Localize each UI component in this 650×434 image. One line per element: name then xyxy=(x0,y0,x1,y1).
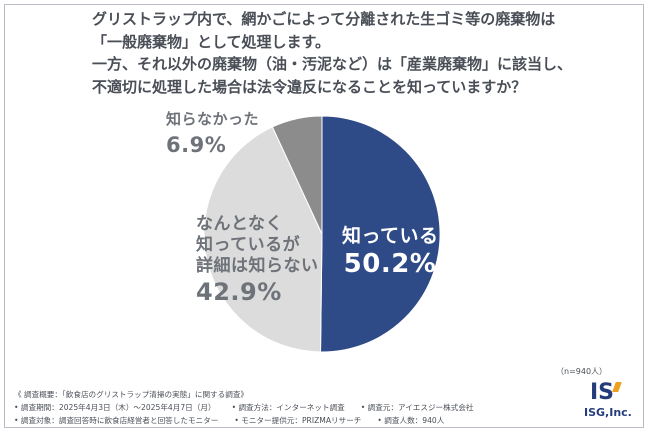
survey-question: グリストラップ内で、網かごによって分離された生ゴミ等の廃棄物は 「一般廃棄物」と… xyxy=(92,8,592,98)
slice-category-unknown: 知らなかった xyxy=(166,110,260,128)
slice-category-vague-1: なんとなく xyxy=(196,214,283,234)
question-line-2: 「一般廃棄物」として処理します。 xyxy=(92,32,331,51)
logo-text: ISG,Inc. xyxy=(584,406,632,419)
survey-source: • 調査元：アイエスジー株式会社 xyxy=(360,403,474,412)
slice-value-known: 50.2% xyxy=(343,249,437,279)
slice-label-vague: なんとなく 知っているが 詳細は知らない 42.9% xyxy=(196,214,319,305)
survey-count: • 調査人数：940人 xyxy=(377,416,445,425)
survey-target: • 調査対象：調査回答時に飲食店経営者と回答したモニター xyxy=(14,416,219,425)
company-logo: IS ISG,Inc. xyxy=(584,380,634,424)
pie-slice-2 xyxy=(271,115,323,235)
content-frame xyxy=(4,4,644,428)
slice-label-unknown: 知らなかった 6.9% xyxy=(166,109,259,158)
slice-category-known: 知っている xyxy=(342,225,439,247)
slice-label-known: 知っている 50.2% xyxy=(342,225,439,280)
survey-overview: 《 調査概要：「飲食店のグリストラップ清掃の実態」に関する調査》 • 調査期間：… xyxy=(14,388,574,427)
question-line-1: グリストラップ内で、網かごによって分離された生ゴミ等の廃棄物は xyxy=(92,10,556,28)
overview-row-1: • 調査期間：2025年4月3日（木）～2025年4月7日（月） • 調査方法：… xyxy=(14,401,574,414)
question-line-4: 不適切に処理した場合は法令違反になることを知っていますか？ xyxy=(92,77,527,96)
overview-row-2: • 調査対象：調査回答時に飲食店経営者と回答したモニター • モニター提供元：P… xyxy=(14,414,574,427)
survey-period: • 調査期間：2025年4月3日（木）～2025年4月7日（月） xyxy=(14,403,216,412)
survey-method: • 調査方法：インターネット調査 xyxy=(231,403,345,412)
monitor-provider: • モニター提供元：PRIZMAリサーチ xyxy=(234,416,362,425)
logo-mark: IS xyxy=(590,380,615,405)
overview-title: 《 調査概要：「飲食店のグリストラップ清掃の実態」に関する調査》 xyxy=(14,390,249,399)
pie-slice-1 xyxy=(203,126,323,353)
slice-value-unknown: 6.9% xyxy=(166,133,227,157)
slice-category-vague-3: 詳細は知らない xyxy=(196,256,319,276)
slice-value-vague: 42.9% xyxy=(196,278,282,306)
slice-category-vague-2: 知っているが xyxy=(196,235,301,255)
pie-slice-0 xyxy=(320,115,441,353)
question-line-3: 一方、それ以外の廃棄物（油・汚泥など）は「産業廃棄物」に該当し、 xyxy=(92,55,573,73)
sample-size: （n=940人） xyxy=(556,367,608,376)
